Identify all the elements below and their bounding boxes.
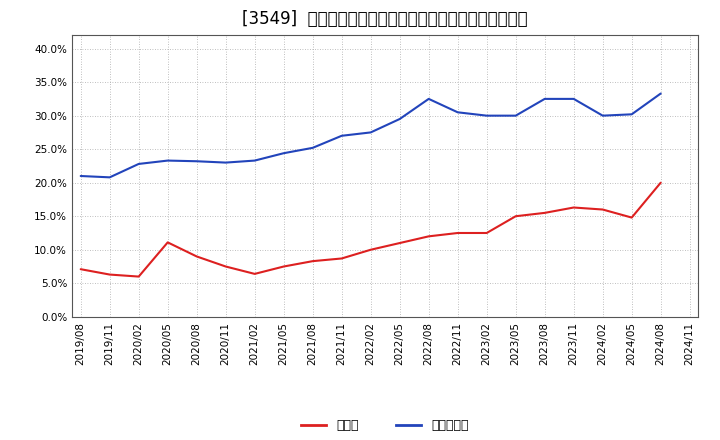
現預金 (511, 213, 520, 219)
有利子負債 (454, 110, 462, 115)
有利子負債 (105, 175, 114, 180)
有利子負債 (279, 150, 288, 156)
現預金 (221, 264, 230, 269)
有利子負債 (192, 158, 201, 164)
現預金 (105, 272, 114, 277)
Legend: 現預金, 有利子負債: 現預金, 有利子負債 (297, 414, 474, 437)
現預金 (598, 207, 607, 212)
現預金 (657, 180, 665, 185)
有利子負債 (338, 133, 346, 139)
現預金 (541, 210, 549, 216)
現預金 (192, 254, 201, 259)
有利子負債 (541, 96, 549, 102)
現預金 (366, 247, 375, 253)
有利子負債 (424, 96, 433, 102)
現預金 (627, 215, 636, 220)
現預金 (570, 205, 578, 210)
現預金 (279, 264, 288, 269)
有利子負債 (366, 130, 375, 135)
有利子負債 (163, 158, 172, 163)
有利子負債 (221, 160, 230, 165)
現預金 (251, 271, 259, 276)
有利子負債 (135, 161, 143, 167)
現預金 (135, 274, 143, 279)
現預金 (163, 240, 172, 245)
現預金 (424, 234, 433, 239)
有利子負債 (251, 158, 259, 163)
有利子負債 (627, 112, 636, 117)
現預金 (482, 231, 491, 236)
有利子負債 (482, 113, 491, 118)
有利子負債 (511, 113, 520, 118)
有利子負債 (76, 173, 85, 179)
現預金 (395, 240, 404, 246)
Title: [3549]  現預金、有利子負債の総資産に対する比率の推移: [3549] 現預金、有利子負債の総資産に対する比率の推移 (243, 10, 528, 28)
現預金 (454, 231, 462, 236)
現預金 (76, 267, 85, 272)
有利子負債 (308, 145, 317, 150)
現預金 (308, 259, 317, 264)
Line: 現預金: 現預金 (81, 183, 661, 277)
有利子負債 (598, 113, 607, 118)
現預金 (338, 256, 346, 261)
有利子負債 (570, 96, 578, 102)
Line: 有利子負債: 有利子負債 (81, 94, 661, 177)
有利子負債 (657, 91, 665, 96)
有利子負債 (395, 116, 404, 121)
